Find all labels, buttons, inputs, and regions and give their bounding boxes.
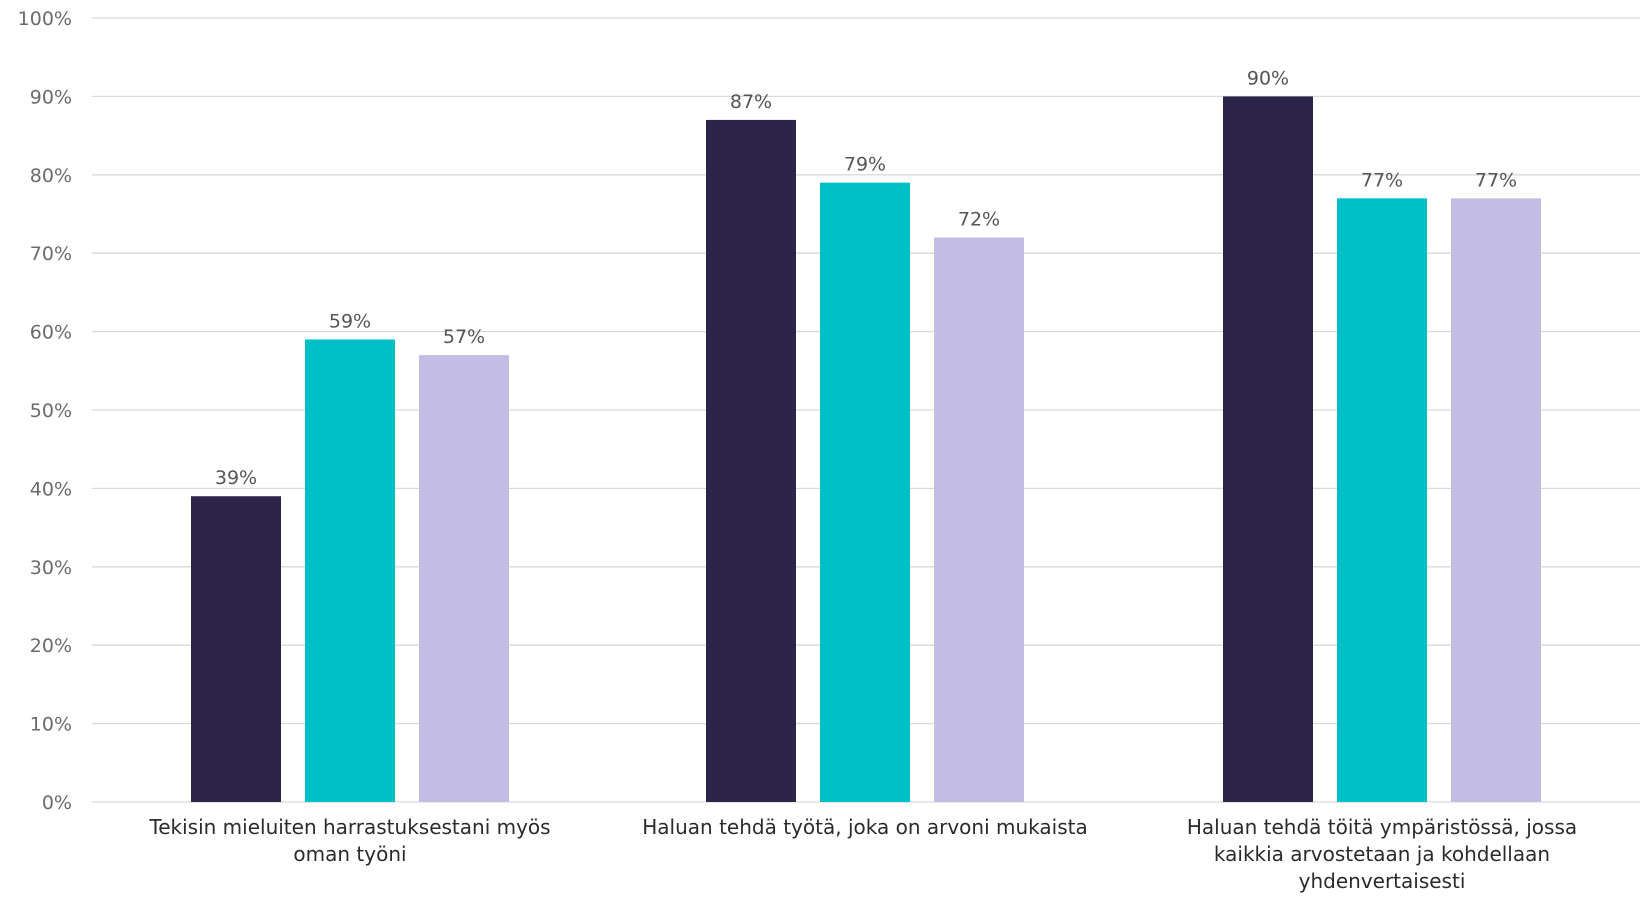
data-label: 90%	[1247, 67, 1289, 89]
bar	[1451, 198, 1541, 802]
bar	[1223, 96, 1313, 802]
y-axis-ticks: 0% 10% 20% 30% 40% 50% 60% 70% 80% 90% 100%	[18, 8, 72, 814]
x-category-label-line: kaikkia arvostetaan ja kohdellaan	[1214, 842, 1550, 866]
bar	[820, 182, 910, 802]
data-label: 87%	[730, 91, 772, 113]
data-label: 77%	[1475, 169, 1517, 191]
data-labels: 39% 87% 90% 59% 79% 77% 57% 72% 77%	[215, 67, 1517, 489]
data-label: 77%	[1361, 169, 1403, 191]
data-label: 79%	[844, 154, 886, 176]
bars	[191, 96, 1541, 803]
bar	[706, 119, 796, 803]
y-tick-label: 40%	[30, 478, 72, 500]
y-tick-label: 50%	[30, 400, 72, 422]
bar	[1337, 198, 1427, 802]
bar	[191, 496, 281, 802]
y-tick-label: 100%	[18, 8, 72, 30]
y-tick-label: 70%	[30, 243, 72, 265]
data-label: 39%	[215, 467, 257, 489]
data-label: 59%	[329, 310, 371, 332]
y-tick-label: 60%	[30, 322, 72, 344]
x-axis-categories: Tekisin mieluiten harrastuksestani myös o…	[148, 815, 1577, 893]
x-category-label-line: oman työni	[293, 842, 406, 866]
x-category-label: Tekisin mieluiten harrastuksestani myös o…	[148, 815, 550, 866]
x-category-label-line: Haluan tehdä työtä, joka on arvoni mukai…	[642, 815, 1087, 839]
data-label: 57%	[443, 326, 485, 348]
x-category-label: Haluan tehdä työtä, joka on arvoni mukai…	[642, 815, 1087, 839]
bar	[305, 339, 395, 802]
y-tick-label: 0%	[42, 792, 72, 814]
y-tick-label: 80%	[30, 165, 72, 187]
x-category-label-line: Haluan tehdä töitä ympäristössä, jossa	[1187, 815, 1577, 839]
bar	[934, 237, 1024, 802]
data-label: 72%	[958, 209, 1000, 231]
y-tick-label: 90%	[30, 86, 72, 108]
bar	[419, 355, 509, 802]
y-tick-label: 10%	[30, 714, 72, 736]
x-category-label-line: yhdenvertaisesti	[1299, 869, 1466, 893]
x-category-label: Haluan tehdä töitä ympäristössä, jossa ka…	[1187, 815, 1577, 893]
x-category-label-line: Tekisin mieluiten harrastuksestani myös	[148, 815, 550, 839]
y-tick-label: 30%	[30, 557, 72, 579]
y-tick-label: 20%	[30, 635, 72, 657]
